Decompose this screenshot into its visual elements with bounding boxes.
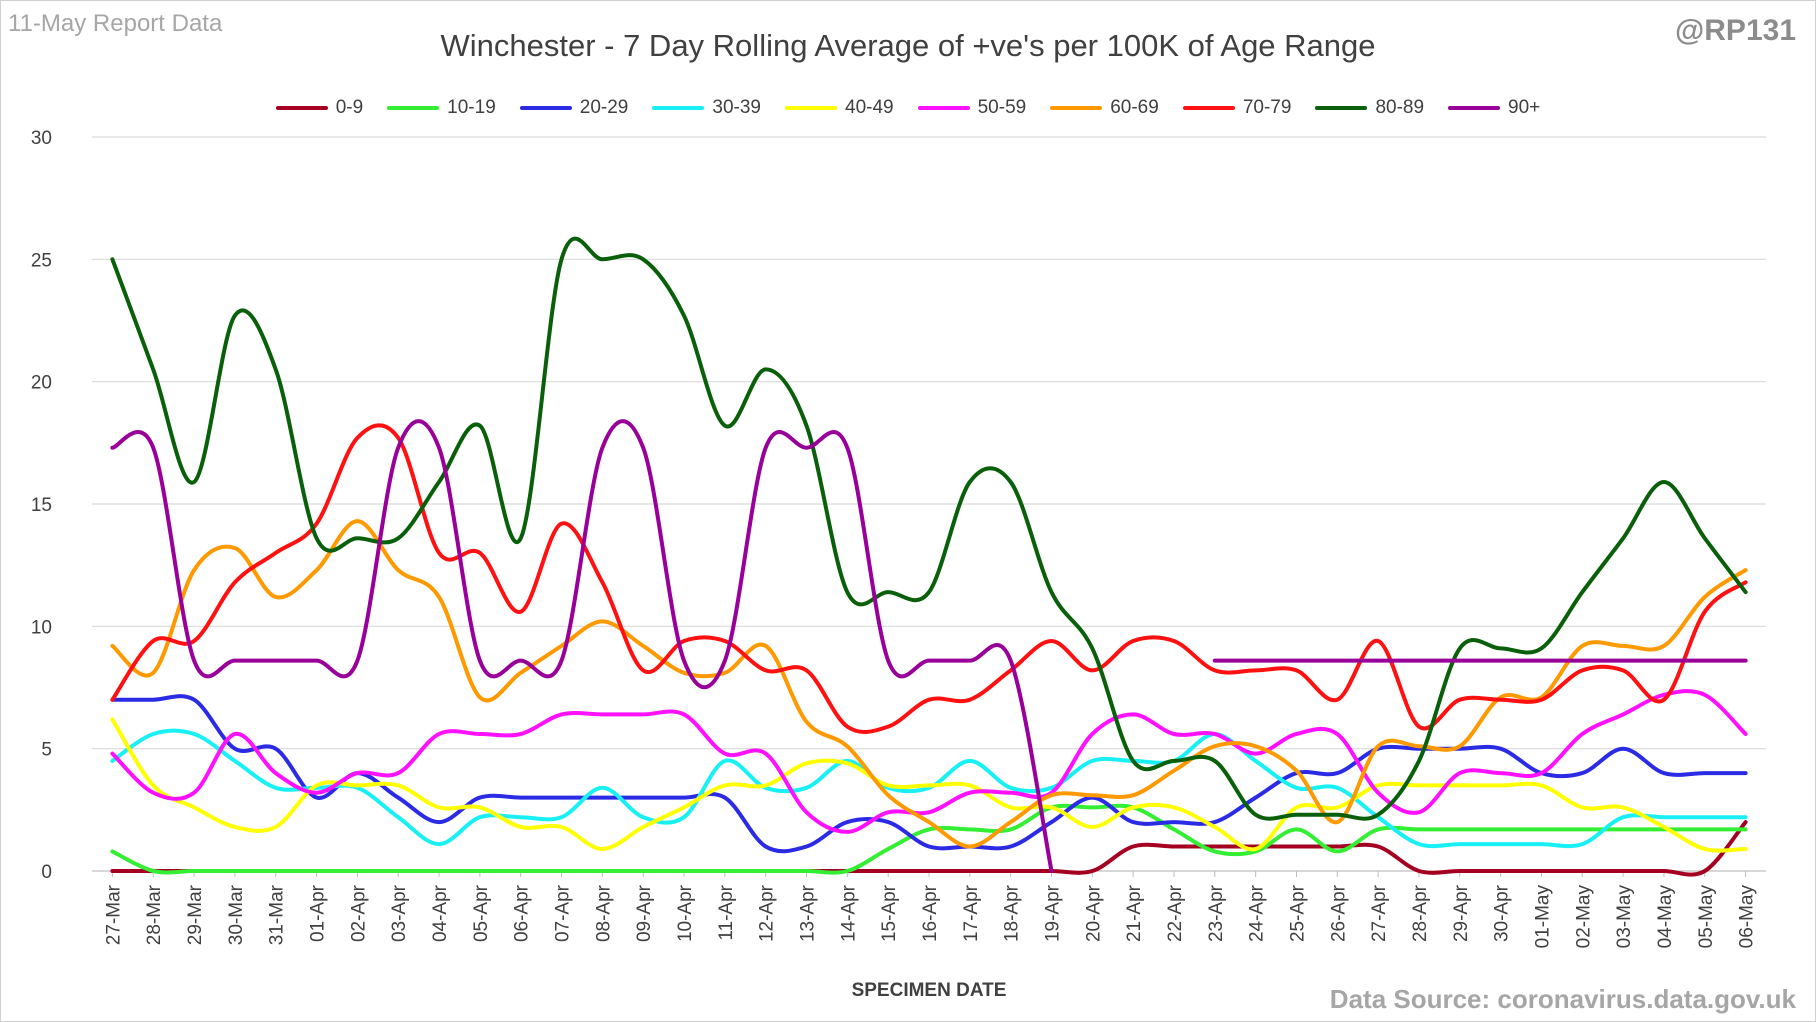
x-tick-label: 14-Apr — [838, 884, 859, 942]
x-tick-label: 15-Apr — [879, 884, 900, 942]
x-tick-label: 10-Apr — [675, 884, 696, 942]
x-tick-label: 23-Apr — [1206, 884, 1227, 942]
series-line-10-19 — [110, 803, 1748, 875]
x-tick-label: 28-Mar — [144, 884, 165, 945]
y-tick-label: 5 — [41, 740, 52, 761]
legend-swatch — [917, 106, 970, 110]
x-tick-label: 06-Apr — [512, 884, 533, 942]
x-tick-label: 31-Mar — [267, 884, 288, 945]
x-tick-label: 04-May — [1655, 885, 1676, 949]
legend-swatch — [519, 106, 572, 110]
author-handle: @RP131 — [1675, 14, 1796, 47]
legend-item-80-89: 80-89 — [1315, 97, 1424, 119]
legend-swatch — [652, 106, 705, 110]
legend-swatch — [1050, 106, 1103, 110]
x-tick-label: 02-May — [1573, 885, 1594, 949]
x-tick-label: 06-May — [1737, 885, 1758, 949]
x-tick-label: 22-Apr — [1165, 884, 1186, 942]
legend-swatch — [1182, 106, 1235, 110]
x-tick-label: 27-Apr — [1369, 884, 1390, 942]
x-tick-label: 18-Apr — [1002, 884, 1023, 942]
legend-swatch — [275, 106, 328, 110]
legend-item-70-79: 70-79 — [1182, 97, 1292, 119]
series-line-90plus — [110, 419, 1054, 873]
x-tick-label: 05-May — [1696, 885, 1717, 949]
x-tick-label: 13-Apr — [798, 884, 819, 942]
x-tick-label: 25-Apr — [1287, 884, 1308, 942]
y-tick-label: 20 — [31, 373, 52, 394]
series-line-60-69 — [110, 519, 1748, 849]
x-tick-label: 04-Apr — [430, 884, 451, 942]
legend-label: 70-79 — [1242, 97, 1292, 118]
x-tick-label: 30-Apr — [1492, 884, 1513, 942]
y-tick-label: 0 — [41, 862, 52, 883]
x-tick-label: 16-Apr — [920, 884, 941, 942]
legend-item-50-59: 50-59 — [917, 97, 1027, 119]
x-tick-label: 05-Apr — [471, 884, 492, 942]
y-tick-label: 10 — [31, 617, 52, 638]
legend-label: 30-39 — [712, 97, 761, 118]
x-tick-label: 29-Apr — [1451, 884, 1472, 942]
x-tick-label: 17-Apr — [961, 884, 982, 942]
data-source-note: Data Source: coronavirus.data.gov.uk — [1329, 984, 1796, 1014]
x-tick-label: 24-Apr — [1247, 884, 1268, 942]
x-tick-label: 20-Apr — [1083, 884, 1104, 942]
legend-label: 10-19 — [447, 97, 496, 118]
legend-item-60-69: 60-69 — [1050, 97, 1159, 119]
x-tick-label: 03-May — [1614, 885, 1635, 949]
legend-label: 90+ — [1508, 97, 1541, 118]
legend-swatch — [387, 106, 440, 110]
series-line-80-89 — [110, 236, 1748, 821]
legend-label: 20-29 — [579, 97, 629, 118]
x-tick-label: 01-May — [1532, 885, 1553, 949]
y-tick-label: 25 — [31, 250, 52, 271]
x-tick-label: 27-Mar — [103, 884, 124, 945]
x-tick-label: 11-Apr — [716, 884, 737, 940]
x-tick-label: 28-Apr — [1410, 884, 1431, 942]
x-tick-label: 21-Apr — [1124, 884, 1145, 942]
legend-item-10-19: 10-19 — [387, 97, 496, 119]
series-line-70-79 — [110, 423, 1748, 734]
x-tick-label: 30-Mar — [226, 884, 247, 945]
series-line-50-59 — [110, 689, 1748, 834]
series-line-40-49 — [110, 717, 1748, 853]
legend-swatch — [1448, 106, 1501, 110]
x-tick-label: 08-Apr — [593, 884, 614, 942]
x-tick-label: 09-Apr — [634, 884, 655, 942]
series-line-30-39 — [110, 728, 1748, 849]
x-axis-title: SPECIMEN DATE — [852, 980, 1007, 1001]
chart-title: Winchester - 7 Day Rolling Average of +v… — [440, 28, 1376, 63]
x-tick-label: 19-Apr — [1042, 884, 1063, 942]
x-tick-label: 29-Mar — [185, 884, 206, 945]
x-tick-label: 01-Apr — [308, 884, 329, 942]
legend-swatch — [1315, 106, 1368, 110]
x-tick-label: 07-Apr — [553, 884, 574, 942]
x-tick-label: 03-Apr — [389, 884, 410, 942]
legend-item-40-49: 40-49 — [785, 97, 894, 119]
legend-item-30-39: 30-39 — [652, 97, 761, 119]
legend-item-90plus: 90+ — [1448, 97, 1540, 119]
legend-swatch — [785, 106, 837, 110]
x-tick-label: 02-Apr — [348, 884, 369, 942]
legend-label: 50-59 — [977, 97, 1027, 118]
y-tick-label: 15 — [31, 495, 52, 516]
legend-item-20-29: 20-29 — [519, 97, 629, 119]
legend-label: 60-69 — [1110, 97, 1159, 118]
chart-legend: 0-9 10-19 20-29 30-39 40-49 50-59 60-69 70-79 80… — [0, 97, 1816, 119]
legend-item-0-9: 0-9 — [275, 97, 364, 119]
legend-label: 0-9 — [335, 97, 364, 118]
x-tick-label: 26-Apr — [1328, 884, 1349, 942]
report-date-label: 11-May Report Data — [8, 10, 223, 37]
legend-label: 40-49 — [845, 97, 894, 118]
legend-label: 80-89 — [1375, 97, 1425, 118]
y-tick-label: 30 — [31, 128, 52, 149]
x-tick-label: 12-Apr — [757, 884, 778, 942]
